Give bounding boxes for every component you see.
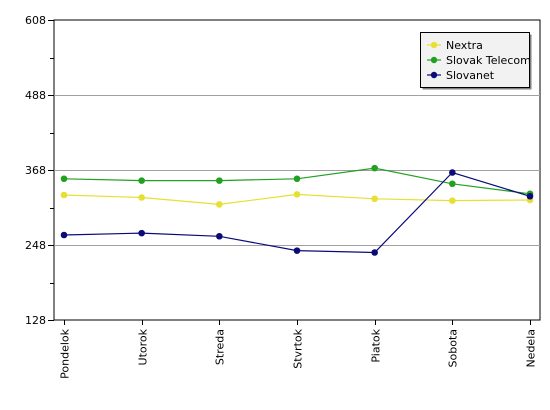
y-tick-label: 608 (25, 14, 46, 27)
data-point (138, 194, 145, 201)
x-tick-label: Nedela (525, 329, 538, 368)
data-point (526, 192, 534, 200)
data-point (293, 247, 301, 254)
y-tick-label: 128 (25, 314, 46, 327)
y-tick-label: 248 (25, 239, 46, 252)
data-point (216, 232, 223, 240)
y-tick-label: 488 (25, 89, 46, 102)
data-point (449, 169, 456, 176)
data-point (138, 229, 145, 237)
data-point (60, 231, 68, 239)
data-point (60, 175, 68, 183)
x-tick-label: Utorok (137, 328, 150, 365)
data-point (216, 201, 223, 208)
y-tick-label: 368 (25, 164, 46, 177)
x-axis: Pondelok Utorok Streda Stvrtok Piatok Sobota N… (59, 320, 538, 379)
x-tick-label: Sobota (447, 329, 460, 367)
legend-label: Slovak Telecom (446, 54, 531, 67)
data-point (293, 191, 301, 198)
data-point (371, 164, 378, 172)
series-layer (60, 164, 534, 256)
data-point (371, 249, 378, 256)
legend-swatch-marker (430, 56, 438, 64)
data-point (216, 177, 223, 184)
x-tick-label: Stvrtok (292, 328, 305, 368)
data-point (138, 177, 145, 184)
x-tick-label: Pondelok (59, 328, 72, 378)
legend: Nextra Slovak Telecom Slovanet (420, 32, 532, 90)
gridlines (54, 95, 540, 246)
y-axis: 128 248 368 488 608 (25, 14, 54, 327)
data-point (449, 197, 456, 204)
legend-label: Nextra (446, 39, 483, 52)
data-point (60, 191, 68, 199)
data-point (293, 175, 301, 183)
x-tick-label: Streda (214, 329, 227, 365)
data-point (371, 195, 378, 203)
legend-label: Slovanet (446, 69, 495, 82)
legend-swatch-marker (430, 41, 438, 49)
x-tick-label: Piatok (370, 328, 383, 362)
data-point (449, 180, 456, 188)
legend-swatch-marker (430, 71, 438, 79)
